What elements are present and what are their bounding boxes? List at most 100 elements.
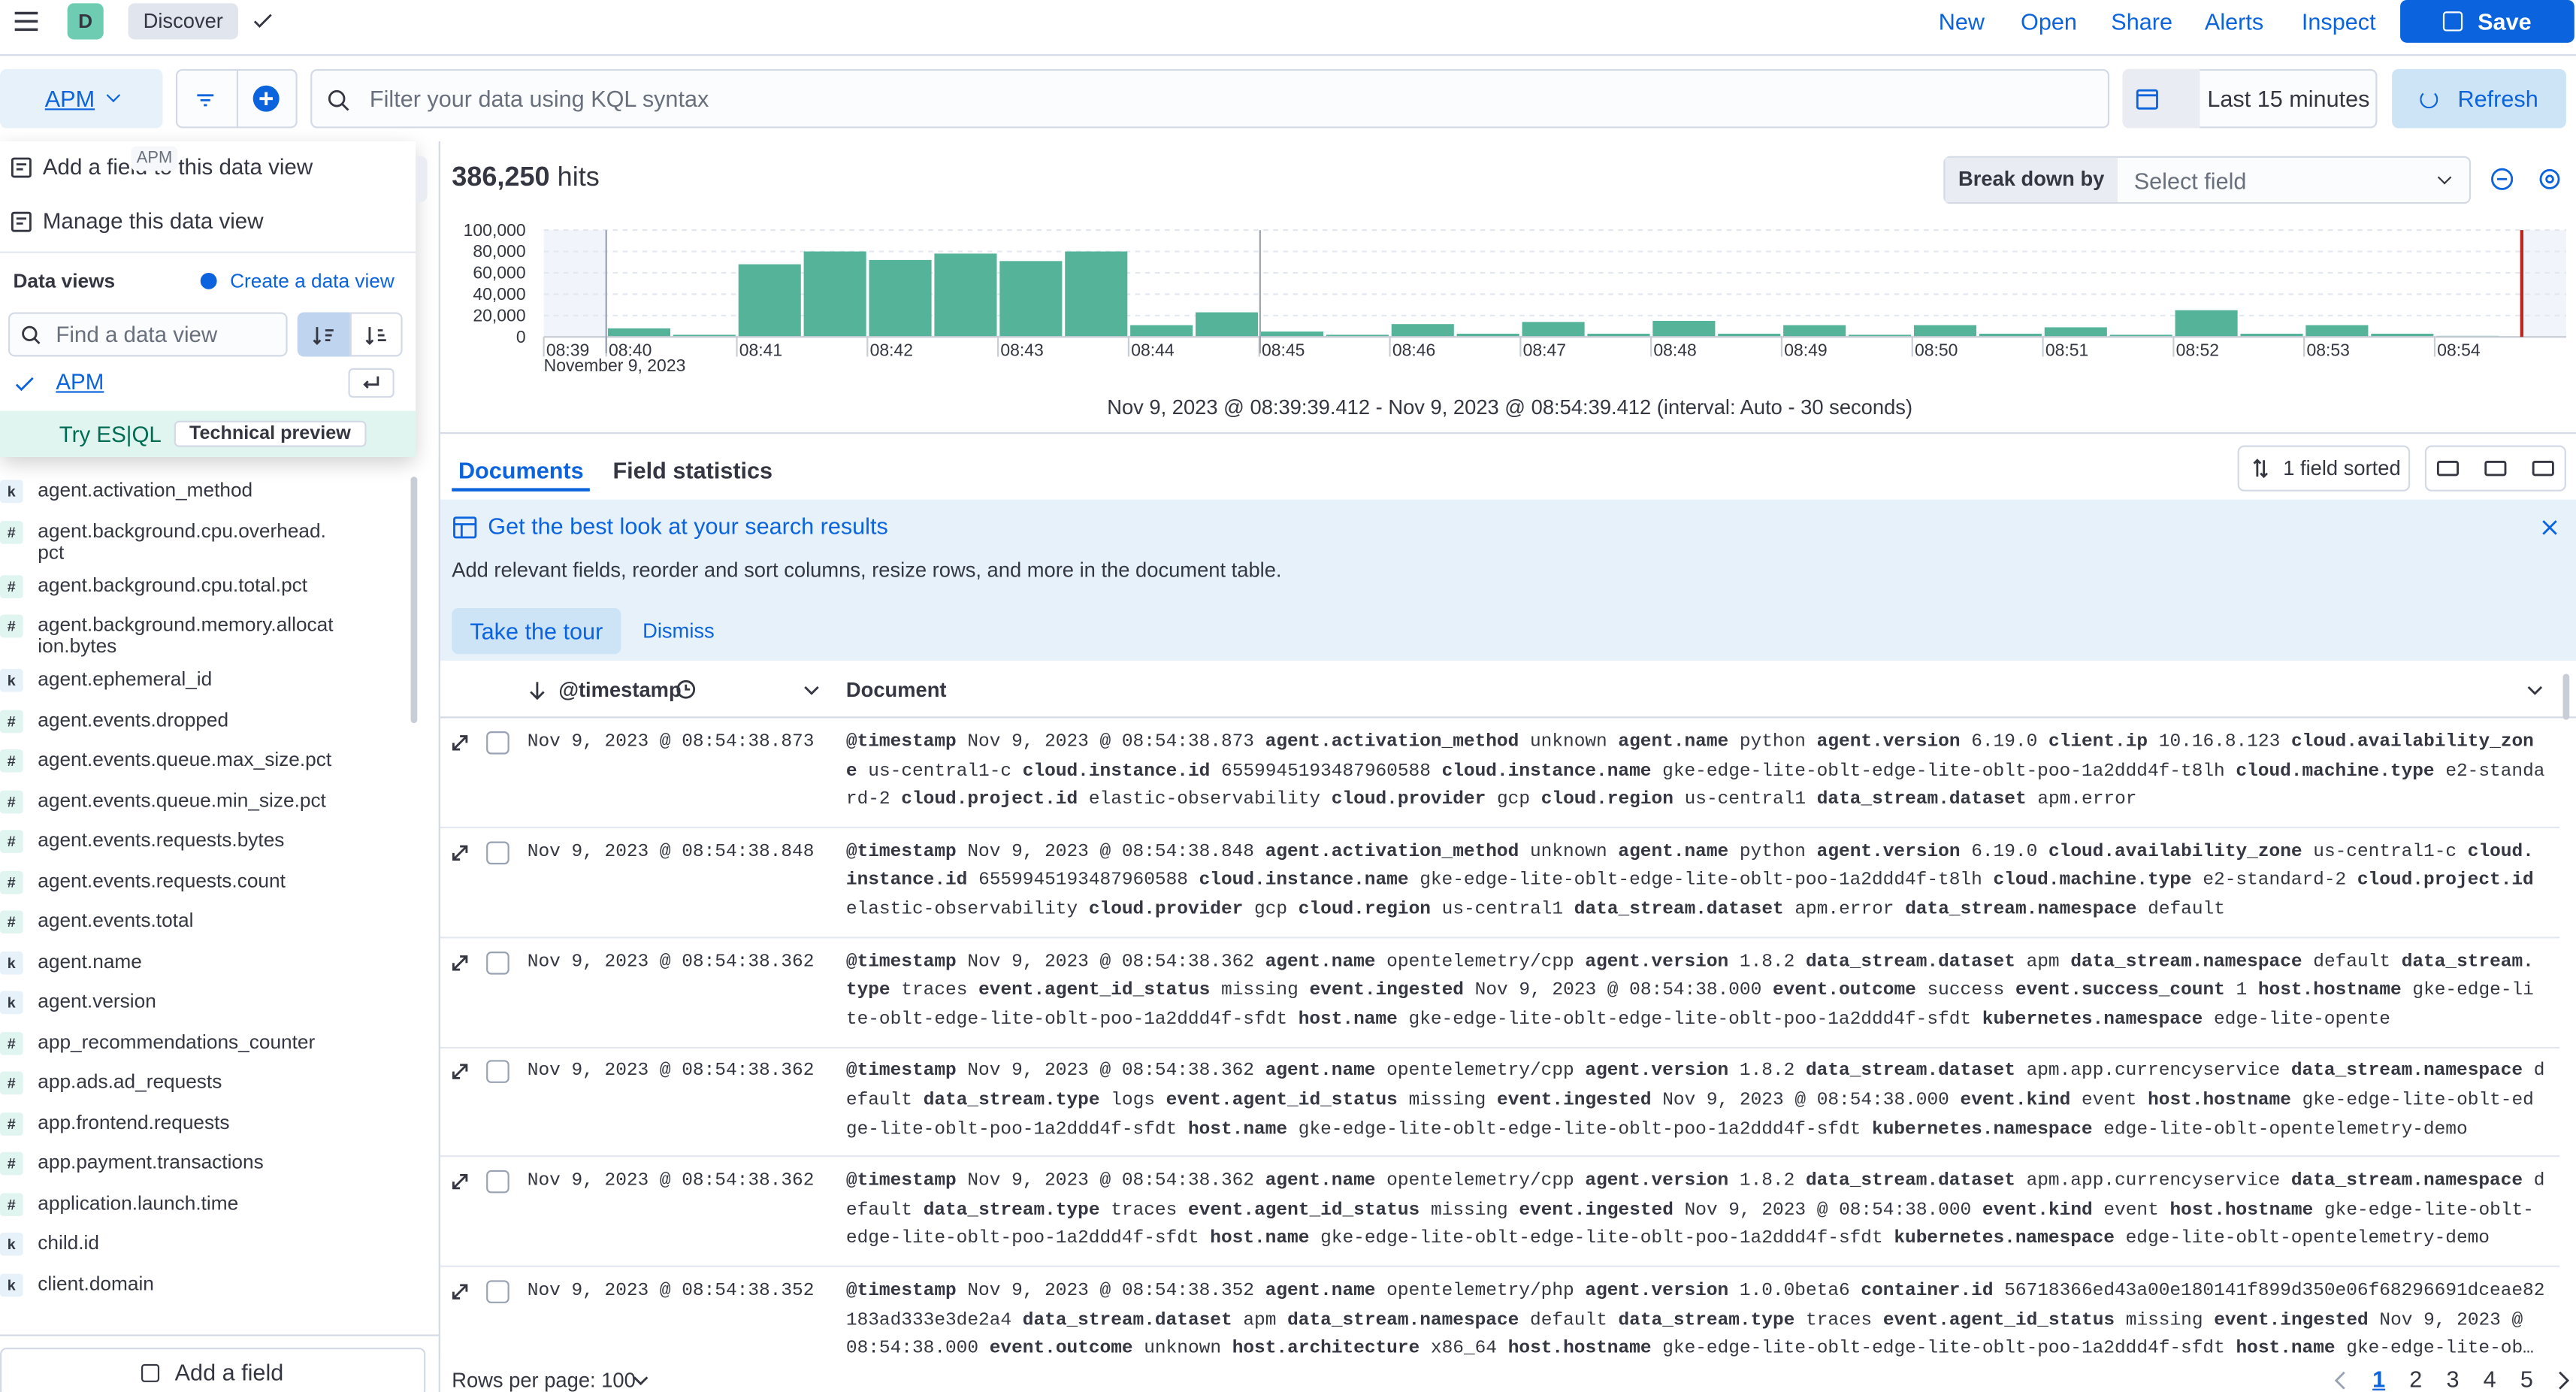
return-button[interactable]	[348, 368, 395, 398]
expand-icon[interactable]	[449, 951, 472, 974]
field-row[interactable]: # agent.events.requests.bytes	[0, 823, 411, 864]
breakdown-control[interactable]: Break down by Select field	[1943, 156, 2472, 204]
nav-link[interactable]: Alerts	[2204, 8, 2264, 35]
page-link[interactable]: 1	[2372, 1366, 2386, 1392]
close-icon[interactable]	[2538, 516, 2562, 540]
find-data-view-input[interactable]: Find a data view	[8, 312, 288, 357]
expand-icon[interactable]	[449, 1061, 472, 1084]
time-range[interactable]: Last 15 minutes	[2207, 85, 2370, 112]
sort-desc-button[interactable]	[349, 312, 403, 357]
page-link[interactable]: 2	[2409, 1366, 2423, 1392]
chart-options-icon[interactable]	[2489, 166, 2515, 192]
add-filter-icon[interactable]	[252, 85, 280, 112]
column-menu[interactable]	[800, 679, 824, 702]
field-key: data_stream.dataset	[1022, 1310, 1232, 1331]
bar	[1196, 312, 1259, 337]
sort-asc-button[interactable]	[297, 312, 350, 357]
expand-icon[interactable]	[449, 1170, 472, 1194]
space	[1431, 900, 1442, 920]
toolbar-button[interactable]	[2530, 455, 2556, 482]
nav-link[interactable]: Open	[2021, 8, 2077, 35]
row-checkbox[interactable]	[486, 841, 509, 864]
tab[interactable]: Field statistics	[612, 456, 773, 483]
icon-part	[633, 1376, 649, 1386]
field-row[interactable]: k client.domain	[0, 1266, 411, 1307]
field-row[interactable]: k agent.ephemeral_id	[0, 662, 411, 703]
field-row[interactable]: # agent.background.memory.allocation.byte…	[0, 608, 411, 662]
field-row[interactable]: k agent.name	[0, 944, 411, 985]
field-key: event.outcome	[1772, 981, 1916, 1002]
column-header[interactable]: Document	[845, 679, 947, 702]
create-data-view-link[interactable]: Create a data view	[230, 269, 395, 293]
esql-row[interactable]: Try ES|QL Technical preview	[0, 410, 416, 457]
field-row[interactable]: # agent.background.cpu.overhead.pct	[0, 513, 411, 567]
callout-text: Add relevant fields, reorder and sort co…	[452, 558, 1282, 583]
icon-part	[2334, 1371, 2345, 1390]
breadcrumb[interactable]: Discover	[128, 3, 239, 40]
kql-search-input[interactable]: Filter your data using KQL syntax	[310, 68, 2110, 129]
prev-page[interactable]	[2330, 1369, 2353, 1392]
rows-per-page[interactable]: Rows per page: 100	[452, 1369, 636, 1392]
field-row[interactable]: # app.frontend.requests	[0, 1105, 411, 1145]
field-row[interactable]: k agent.activation_method	[0, 474, 411, 514]
menu-button[interactable]	[11, 7, 41, 36]
toolbar-button[interactable]	[2482, 455, 2508, 482]
row-checkbox[interactable]	[486, 951, 509, 974]
icon-part	[15, 377, 34, 392]
space	[2402, 982, 2413, 1001]
check-icon	[249, 8, 276, 35]
filter-icon[interactable]	[192, 86, 219, 112]
tab[interactable]: Documents	[458, 456, 584, 483]
field-row[interactable]: # application.launch.time	[0, 1186, 411, 1227]
sort-button[interactable]: 1 field sorted	[2237, 445, 2411, 492]
menu-item[interactable]: Manage this data view	[42, 208, 264, 234]
field-row[interactable]: # agent.events.queue.min_size.pct	[0, 783, 411, 824]
settings-icon[interactable]	[2537, 166, 2563, 192]
nav-link[interactable]: Share	[2111, 8, 2172, 35]
icon-part	[16, 217, 26, 225]
page-link[interactable]: 3	[2446, 1366, 2460, 1392]
menu-item[interactable]: Add a field to this data view	[42, 154, 313, 180]
save-button[interactable]: Save	[2400, 0, 2574, 43]
row-checkbox[interactable]	[486, 731, 509, 755]
space	[890, 982, 902, 1001]
next-page[interactable]	[2551, 1369, 2574, 1392]
data-view-button[interactable]: APM	[0, 68, 163, 129]
refresh-button[interactable]: Refresh	[2392, 68, 2566, 129]
toolbar-button[interactable]	[2435, 455, 2461, 482]
tour-button[interactable]: Take the tour	[452, 608, 621, 655]
page-link[interactable]: 4	[2483, 1366, 2496, 1392]
space	[1420, 1339, 1431, 1359]
field-row[interactable]: k agent.version	[0, 985, 411, 1025]
avatar[interactable]: D	[67, 3, 104, 40]
field-row[interactable]: # agent.background.cpu.total.pct	[0, 567, 411, 608]
nav-link[interactable]: New	[1938, 8, 1985, 35]
field-key: host.hostname	[2148, 1091, 2291, 1112]
row-checkbox[interactable]	[486, 1280, 509, 1303]
column-menu[interactable]	[2523, 679, 2547, 702]
field-row[interactable]: # agent.events.queue.max_size.pct	[0, 743, 411, 783]
field-row[interactable]: # app.ads.ad_requests	[0, 1065, 411, 1106]
selected-data-view[interactable]: APM	[56, 369, 104, 395]
space	[2523, 1172, 2534, 1191]
field-row[interactable]: # agent.events.requests.count	[0, 864, 411, 904]
nav-link[interactable]: Inspect	[2301, 8, 2376, 35]
row-checkbox[interactable]	[486, 1170, 509, 1194]
field-row[interactable]: # app_recommendations_counter	[0, 1024, 411, 1065]
field-row[interactable]: k child.id	[0, 1226, 411, 1266]
expand-icon[interactable]	[449, 841, 472, 864]
expand-icon[interactable]	[449, 731, 472, 755]
field-name: agent.events.queue.max_size.pct	[38, 747, 332, 771]
column-header[interactable]: @timestamp	[558, 679, 682, 702]
field-key: data_stream.dataset	[1816, 791, 2027, 811]
add-field-button[interactable]: Add a field	[0, 1347, 426, 1392]
row-checkbox[interactable]	[486, 1061, 509, 1084]
field-row[interactable]: # agent.events.total	[0, 904, 411, 945]
field-row[interactable]: # agent.events.dropped	[0, 703, 411, 743]
x-tick-label: 08:51	[2045, 340, 2088, 359]
space	[1563, 900, 1574, 920]
dismiss-button[interactable]: Dismiss	[642, 619, 715, 643]
expand-icon[interactable]	[449, 1280, 472, 1303]
page-link[interactable]: 5	[2520, 1366, 2533, 1392]
field-row[interactable]: # app.payment.transactions	[0, 1145, 411, 1186]
